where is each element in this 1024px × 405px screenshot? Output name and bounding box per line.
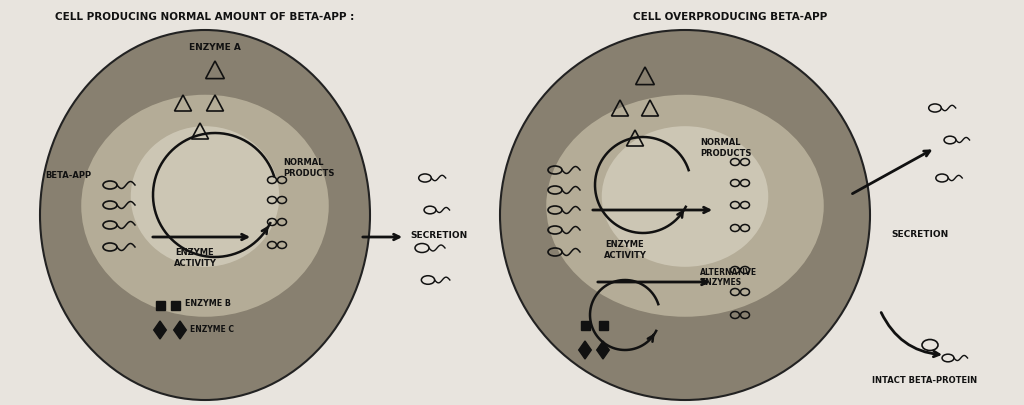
Text: ENZYME B: ENZYME B [185, 300, 231, 309]
Polygon shape [579, 341, 591, 359]
Text: ALTERNATIVE
ENZYMES: ALTERNATIVE ENZYMES [700, 268, 757, 288]
Ellipse shape [81, 95, 329, 317]
Text: NORMAL
PRODUCTS: NORMAL PRODUCTS [283, 158, 335, 178]
Polygon shape [154, 321, 166, 339]
Text: BETA-APP: BETA-APP [45, 171, 91, 179]
Text: SECRETION: SECRETION [891, 230, 948, 239]
Text: INTACT BETA-PROTEIN: INTACT BETA-PROTEIN [872, 376, 978, 385]
Bar [171, 301, 179, 309]
Polygon shape [174, 321, 186, 339]
Ellipse shape [602, 126, 768, 267]
Text: ENZYME
ACTIVITY: ENZYME ACTIVITY [603, 240, 646, 260]
Text: ENZYME
ACTIVITY: ENZYME ACTIVITY [173, 248, 216, 268]
Ellipse shape [40, 30, 370, 400]
Polygon shape [597, 341, 609, 359]
Bar [156, 301, 165, 309]
Text: NORMAL
PRODUCTS: NORMAL PRODUCTS [700, 138, 752, 158]
Text: ENZYME C: ENZYME C [190, 326, 234, 335]
Ellipse shape [500, 30, 870, 400]
Text: CELL PRODUCING NORMAL AMOUNT OF BETA-APP :: CELL PRODUCING NORMAL AMOUNT OF BETA-APP… [55, 12, 354, 22]
Ellipse shape [131, 126, 280, 267]
Bar [598, 320, 607, 330]
Text: CELL OVERPRODUCING BETA-APP: CELL OVERPRODUCING BETA-APP [633, 12, 827, 22]
Ellipse shape [546, 95, 823, 317]
Bar [581, 320, 590, 330]
Text: SECRETION: SECRETION [410, 230, 467, 239]
Text: ENZYME A: ENZYME A [189, 43, 241, 52]
